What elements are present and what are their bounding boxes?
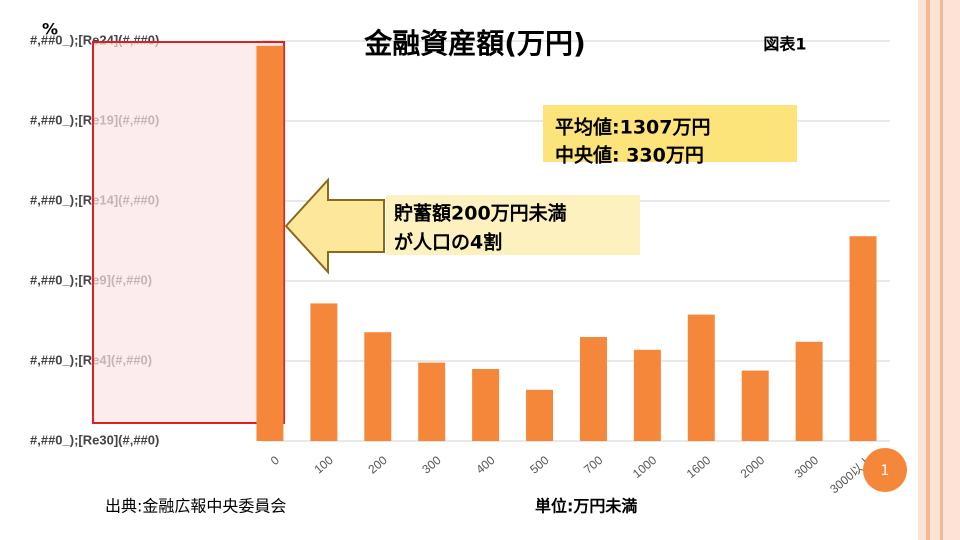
arrow [284, 177, 385, 275]
chart-title: 金融資産額(万円) [363, 27, 586, 60]
bar [364, 332, 392, 441]
bar [472, 369, 500, 441]
callout-box [386, 195, 640, 255]
bar [526, 389, 554, 441]
x-tick-label: 100 [311, 453, 336, 477]
x-tick-label: 300 [419, 453, 444, 477]
figure-label: 図表1 [763, 35, 806, 54]
page-number: 1 [881, 463, 890, 479]
x-tick-label: 0 [268, 453, 282, 468]
stat-mean: 平均値:1307万円 [555, 116, 710, 139]
bar [741, 370, 769, 441]
y-unit: % [42, 20, 58, 39]
x-tick-label: 400 [473, 453, 498, 477]
x-tick-label: 1000 [630, 453, 660, 481]
callout-line: が人口の4割 [394, 231, 502, 254]
bar [256, 45, 284, 442]
unit-note: 単位:万円未満 [535, 497, 637, 516]
stats-box [543, 105, 797, 162]
x-tick-label: 200 [365, 453, 390, 477]
bar [310, 303, 338, 441]
x-tick-label: 1600 [684, 453, 714, 481]
side-stripe [940, 0, 943, 540]
stat-median: 中央値: 330万円 [555, 144, 704, 167]
side-stripe [926, 0, 930, 540]
bar [633, 349, 661, 441]
x-tick-label: 500 [527, 453, 552, 477]
source: 出典:金融広報中央委員会 [105, 497, 286, 516]
x-tick-label: 3000 [792, 453, 822, 481]
bar [418, 362, 446, 441]
page-badge [863, 448, 907, 492]
callout-line: 貯蓄額200万円未満 [394, 202, 567, 225]
x-tick-label: 700 [581, 453, 606, 477]
x-tick-label: 2000 [738, 453, 768, 481]
side-band [918, 0, 960, 540]
bar [795, 341, 823, 441]
y-tick-label: #,##0_);[Re30](#,##0) [30, 432, 159, 447]
bar [849, 236, 877, 441]
bar [687, 314, 715, 441]
bar [579, 337, 607, 441]
highlight-box [92, 41, 285, 424]
